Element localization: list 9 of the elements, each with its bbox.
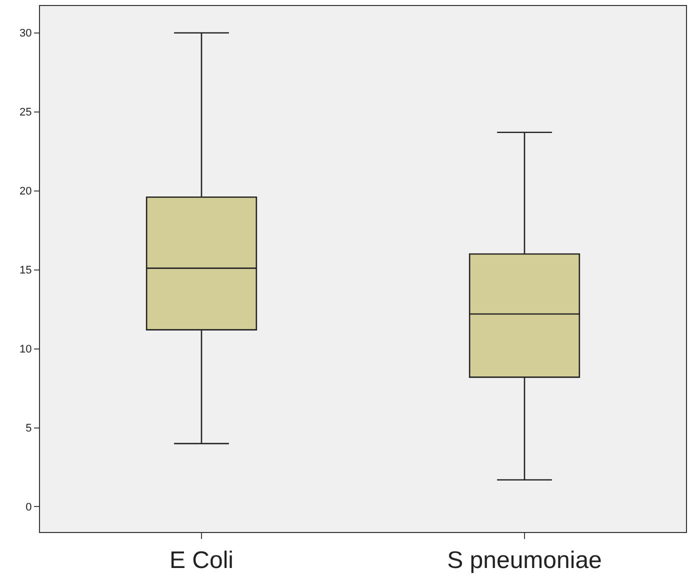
y-tick-label: 0 xyxy=(26,502,32,514)
y-tick-label: 30 xyxy=(20,28,32,40)
x-tick-label: S pneumoniae xyxy=(447,546,602,574)
y-tick-label: 15 xyxy=(20,264,32,277)
x-tick-label: E Coli xyxy=(169,546,234,574)
y-tick-label: 25 xyxy=(20,106,32,119)
y-tick-label: 20 xyxy=(20,186,32,198)
y-tick-label: 5 xyxy=(26,422,32,435)
y-tick-label: 10 xyxy=(20,344,32,356)
